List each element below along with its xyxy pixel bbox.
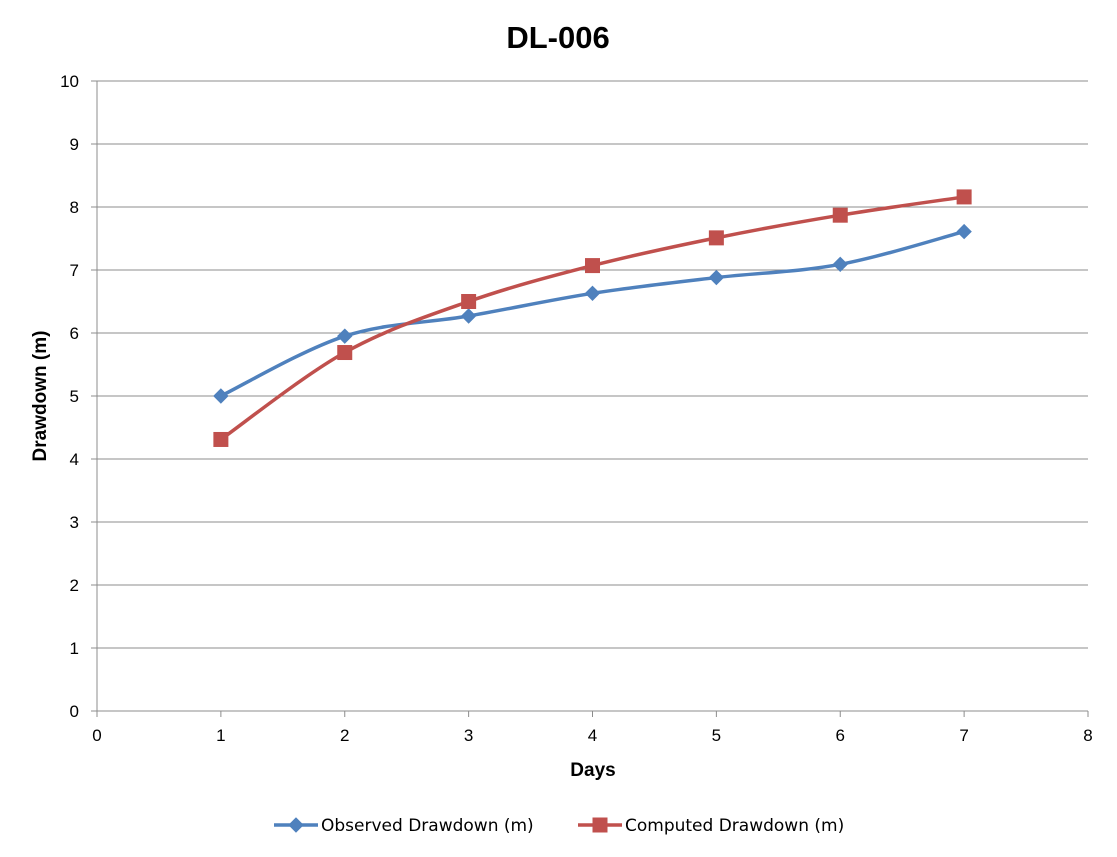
x-tick-label: 4	[588, 726, 597, 745]
axes	[91, 80, 1089, 717]
chart-title: DL-006	[506, 20, 609, 55]
x-tick-label: 7	[959, 726, 968, 745]
data-point	[461, 294, 477, 309]
data-point	[213, 388, 229, 404]
x-axis-label: Days	[570, 760, 615, 781]
data-point	[584, 285, 601, 302]
x-tick-label: 1	[216, 726, 225, 745]
y-tick-label: 2	[70, 576, 79, 595]
data-point	[956, 189, 972, 205]
y-tick-label: 5	[70, 387, 79, 406]
legend-label: Computed Drawdown (m)	[625, 816, 844, 836]
x-tick-labels: 0 1 2 3 4 5 6 7 8	[92, 726, 1092, 745]
data-point	[337, 345, 353, 361]
y-tick-label: 0	[70, 702, 79, 721]
y-tick-label: 1	[70, 639, 79, 658]
y-tick-label: 3	[70, 513, 79, 532]
series-line	[220, 229, 965, 398]
y-tick-label: 7	[70, 261, 79, 280]
data-point	[213, 431, 229, 447]
legend-marker	[288, 817, 304, 833]
x-tick-label: 5	[712, 726, 721, 745]
x-tick-label: 3	[464, 726, 473, 745]
series-observed	[213, 223, 972, 404]
data-point	[832, 207, 848, 223]
x-tick-label: 8	[1083, 726, 1092, 745]
y-tick-label: 6	[70, 324, 79, 343]
y-axis-label: Drawdown (m)	[30, 331, 51, 462]
legend-marker	[592, 817, 608, 833]
x-tick-label: 2	[340, 726, 349, 745]
x-tick-label: 0	[92, 726, 101, 745]
x-tick-label: 6	[836, 726, 845, 745]
data-point	[832, 256, 848, 273]
y-tick-labels: 0 1 2 3 4 5 6 7 8 9 10	[60, 72, 79, 721]
data-point	[585, 258, 600, 274]
series-layer	[213, 189, 972, 447]
y-tick-label: 10	[60, 72, 79, 91]
data-point	[460, 308, 477, 324]
series-line	[219, 195, 965, 441]
data-point	[956, 223, 972, 240]
y-tick-label: 9	[70, 135, 79, 154]
legend-label: Observed Drawdown (m)	[321, 816, 534, 836]
y-tick-label: 8	[70, 198, 79, 217]
data-point	[337, 328, 353, 344]
gridlines	[97, 80, 1088, 649]
legend: Observed Drawdown (m) Computed Drawdown (…	[274, 816, 844, 836]
data-point	[708, 269, 725, 286]
series-computed	[213, 189, 972, 447]
y-tick-label: 4	[70, 450, 79, 469]
data-point	[708, 230, 724, 246]
